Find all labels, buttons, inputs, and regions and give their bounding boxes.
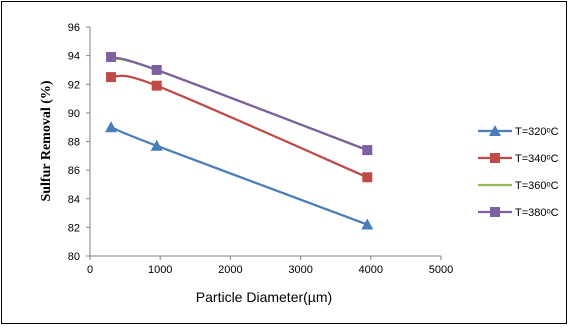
y-tick-label: 84: [68, 194, 80, 206]
x-tick-label: 5000: [429, 264, 453, 276]
series-1: [106, 72, 373, 183]
x-tick-label: 2000: [218, 264, 242, 276]
series-line: [110, 126, 368, 226]
x-tick-labels: 0 1000 2000 3000 4000 5000: [87, 256, 453, 276]
y-tick-label: 96: [68, 22, 80, 34]
series-line: [110, 74, 368, 179]
series-line: [110, 55, 368, 152]
legend-label: T=320ᵒC: [515, 126, 559, 138]
series-0: [105, 121, 374, 230]
y-tick-label: 86: [68, 165, 80, 177]
data-point: [150, 139, 163, 151]
data-point: [362, 145, 373, 156]
data-point: [362, 172, 373, 183]
data-point: [361, 218, 374, 230]
legend-item: T=360ᵒC: [478, 180, 559, 192]
data-point: [106, 72, 117, 83]
y-tick-label: 94: [68, 51, 80, 63]
data-point: [151, 64, 162, 75]
series-3: [106, 52, 373, 156]
data-point: [106, 52, 117, 63]
y-tick-labels: 80 82 84 86 88 90 92 94 96: [68, 22, 90, 263]
x-axis-title: Particle Diameter(µm): [196, 289, 332, 305]
legend-marker: [490, 153, 500, 163]
legend-marker: [490, 207, 500, 217]
legend: T=320ᵒC T=340ᵒC T=360ᵒC T=380ᵒC: [478, 125, 559, 219]
legend-label: T=340ᵒC: [515, 153, 559, 165]
y-tick-label: 82: [68, 222, 80, 234]
x-tick-label: 3000: [288, 264, 312, 276]
plot-series: [105, 52, 374, 230]
legend-item: T=320ᵒC: [478, 125, 559, 138]
data-point: [151, 80, 162, 91]
legend-item: T=380ᵒC: [478, 207, 559, 219]
x-tick-label: 1000: [148, 264, 172, 276]
legend-marker: [489, 125, 501, 136]
legend-item: T=340ᵒC: [478, 153, 559, 165]
y-axis-title: Sulfur Removal (%): [39, 80, 54, 201]
legend-label: T=360ᵒC: [515, 180, 559, 192]
legend-label: T=380ᵒC: [515, 207, 559, 219]
x-tick-label: 0: [87, 264, 93, 276]
x-tick-label: 4000: [359, 264, 383, 276]
y-tick-label: 80: [68, 251, 80, 263]
data-point: [105, 121, 118, 133]
y-tick-label: 90: [68, 108, 80, 120]
y-tick-label: 88: [68, 137, 80, 149]
y-tick-label: 92: [68, 79, 80, 91]
